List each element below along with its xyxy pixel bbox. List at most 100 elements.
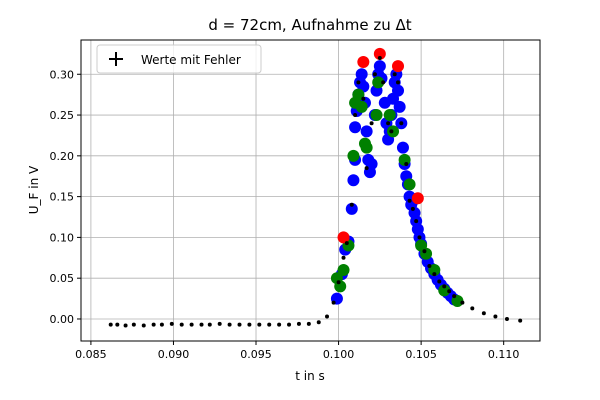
data-point-error [386,121,391,126]
data-point-error [123,323,128,328]
data-point-error [227,322,232,327]
y-tick-label: 0.00 [50,313,75,326]
data-point-blue [345,202,358,215]
data-point-green [352,88,365,101]
data-point-error [237,322,242,327]
data-point-red [392,60,405,73]
data-point-red [337,231,350,244]
data-point-green [360,141,373,154]
data-point-error [151,322,156,327]
data-point-error [131,322,136,327]
data-point-error [115,322,120,327]
data-point-error [296,321,301,326]
data-point-error [422,249,427,254]
x-tick-label: 0.105 [405,348,437,361]
data-point-error [481,311,486,316]
data-point-error [341,255,346,260]
data-point-error [189,322,194,327]
y-tick-label: 0.05 [50,272,75,285]
data-point-error [353,113,358,118]
y-tick-label: 0.25 [50,109,75,122]
data-point-error [179,322,184,327]
data-point-error [414,219,419,224]
data-point-error [267,322,272,327]
series-error [108,55,523,328]
data-point-blue [360,125,373,138]
data-point-error [207,322,212,327]
data-point-error [442,284,447,289]
data-point-error [199,322,204,327]
data-point-error [331,300,336,305]
data-point-error [389,129,394,134]
legend-plus-marker [109,52,123,66]
data-point-error [399,121,404,126]
data-point-blue [392,84,405,97]
data-point-error [447,289,452,294]
data-point-error [504,316,509,321]
plot-area [108,47,523,328]
data-point-error [247,322,252,327]
data-point-error [410,206,415,211]
data-point-red [373,47,386,60]
x-axis-label: t in s [295,369,325,383]
data-point-error [356,80,361,85]
data-point-error [427,263,432,268]
data-point-green [355,100,368,113]
data-point-error [277,322,282,327]
data-point-error [361,96,366,101]
data-point-error [460,300,465,305]
y-axis-ticks: 0.00 0.05 0.10 0.15 0.20 0.25 0.30 [50,68,81,326]
x-tick-label: 0.110 [488,348,520,361]
data-point-green [420,247,433,260]
data-point-green [383,109,396,122]
data-point-green [438,284,451,297]
data-point-error [159,322,164,327]
data-point-error [381,80,386,85]
data-point-error [372,72,377,77]
data-point-error [493,314,498,319]
data-point-error [316,320,321,325]
data-point-blue [349,121,362,134]
data-point-green [337,264,350,277]
data-point-error [169,321,174,326]
x-tick-label: 0.090 [158,348,190,361]
y-tick-label: 0.10 [50,231,75,244]
data-point-error [396,80,401,85]
data-point-green [370,109,383,122]
data-point-error [407,198,412,203]
y-axis-label: U_F in V [27,165,41,214]
x-axis-ticks: 0.085 0.090 0.095 0.100 0.105 0.110 [75,341,519,361]
data-point-error [377,55,382,60]
series-red [337,47,424,244]
legend-box [96,44,262,74]
data-point-error [432,272,437,277]
y-tick-label: 0.20 [50,150,75,163]
data-point-error [364,166,369,171]
data-point-error [437,279,442,284]
chart-title: d = 72cm, Aufnahme zu Δt [208,16,411,34]
x-tick-label: 0.100 [323,348,355,361]
data-point-error [349,202,354,207]
data-point-error [417,235,422,240]
data-point-red [411,192,424,205]
data-point-error [344,241,349,246]
data-point-blue [365,157,378,170]
data-point-error [404,161,409,166]
y-tick-label: 0.30 [50,68,75,81]
data-point-blue [373,60,386,73]
data-point-error [257,322,262,327]
data-point-green [372,76,385,89]
data-point-blue [396,141,409,154]
data-point-error [369,121,374,126]
grid [81,40,540,341]
data-point-blue [393,100,406,113]
data-point-error [325,314,330,319]
data-point-error [108,322,113,327]
data-point-green [347,149,360,162]
legend: Werte mit Fehler [96,44,262,74]
x-tick-label: 0.085 [75,348,107,361]
data-point-error [470,306,475,311]
data-point-error [141,323,146,328]
